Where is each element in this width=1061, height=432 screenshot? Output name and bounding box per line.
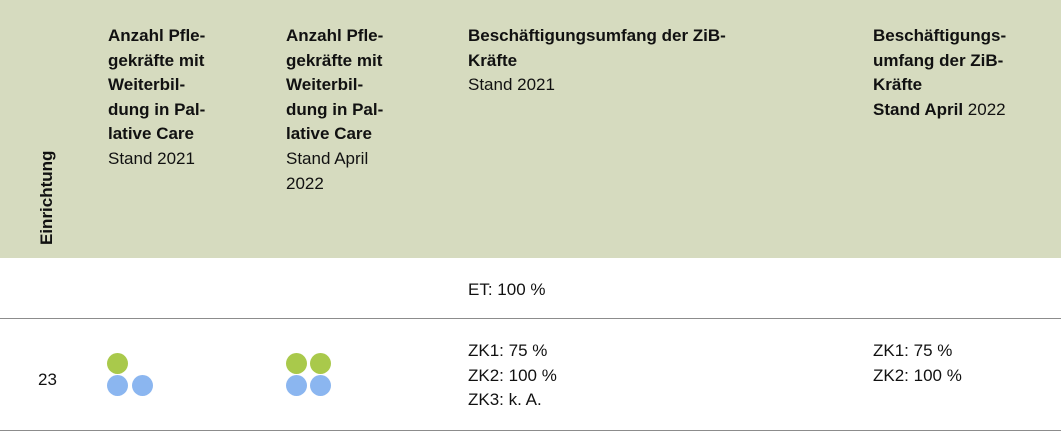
- text-line: umfang der ZiB-: [873, 50, 1004, 70]
- icon-dot: [107, 353, 128, 374]
- text-line: Stand 2021: [468, 75, 555, 95]
- text-line: ZK3: k. A.: [468, 390, 542, 410]
- row-divider: [0, 318, 1061, 319]
- cell: 23: [38, 370, 57, 389]
- text-line: Stand 2021: [108, 148, 195, 168]
- text-line: ZK1: 75 %: [468, 341, 548, 360]
- text-line: Anzahl Pfle-: [286, 26, 384, 45]
- icon-dot: [310, 375, 331, 396]
- icon-dot: [310, 353, 331, 374]
- text-line: gekräfte mit: [286, 50, 383, 70]
- cell: ZK1: 75 % ZK2: 100 % ZK3: k. A.: [468, 339, 557, 413]
- text-line: gekräfte mit: [108, 50, 205, 70]
- text-line: 2022: [967, 99, 1006, 119]
- text-line: lative Care: [108, 124, 194, 144]
- text-line: ZK2: 100 %: [468, 365, 557, 385]
- row-divider: [0, 430, 1061, 431]
- text-line: dung in Pal-: [286, 99, 384, 119]
- text-line: Weiterbil-: [286, 75, 364, 95]
- cell: ET: 100 %: [468, 278, 546, 303]
- text-line: Kräfte: [468, 50, 518, 70]
- text-line: 2022: [286, 173, 324, 193]
- header-cell: Anzahl Pfle-gekräfte mit Weiterbil-dung i…: [108, 24, 205, 172]
- icon-dot: [286, 353, 307, 374]
- text-line: Weiterbil-: [108, 75, 186, 95]
- text-line: ZK2: 100 %: [873, 365, 962, 385]
- header-background: [0, 0, 1061, 258]
- icon-dot: [286, 375, 307, 396]
- text-line: Kräfte: [873, 75, 923, 95]
- icon-dot: [132, 375, 153, 396]
- text-line: dung in Pal-: [108, 99, 206, 119]
- header-cell: Beschäftigungs-umfang der ZiB- Kräfte Stan…: [873, 24, 1006, 122]
- text-line: Anzahl Pfle-: [108, 26, 206, 45]
- header-cell: Anzahl Pfle-gekräfte mit Weiterbil-dung i…: [286, 24, 383, 196]
- stand-line: Stand April 2022: [873, 98, 1006, 123]
- text-line: Stand April: [286, 148, 369, 168]
- text-line: ET: 100 %: [468, 280, 546, 299]
- header-cell: Beschäftigungsumfang der ZiB- Kräfte Stand…: [468, 24, 726, 98]
- icon-dot: [107, 375, 128, 396]
- text-line: Beschäftigungsumfang der ZiB-: [468, 26, 726, 45]
- text-line: Stand April: [873, 99, 964, 119]
- text-line: ZK1: 75 %: [873, 341, 953, 360]
- cell: ZK1: 75 % ZK2: 100 %: [873, 339, 962, 388]
- text-line: Beschäftigungs-: [873, 26, 1007, 45]
- row-label: Einrichtung: [37, 150, 56, 245]
- text-line: lative Care: [286, 124, 372, 144]
